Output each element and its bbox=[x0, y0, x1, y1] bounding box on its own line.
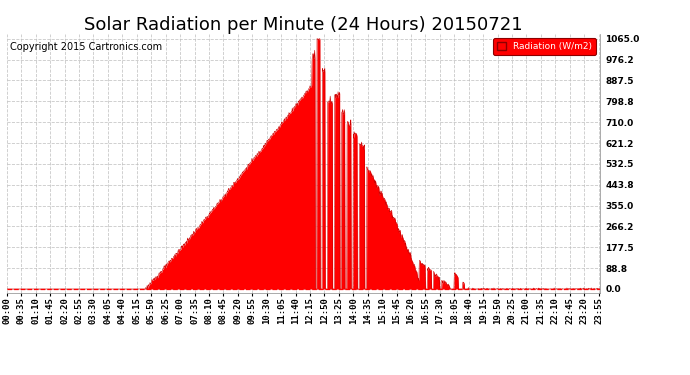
Legend: Radiation (W/m2): Radiation (W/m2) bbox=[493, 38, 595, 55]
Title: Solar Radiation per Minute (24 Hours) 20150721: Solar Radiation per Minute (24 Hours) 20… bbox=[84, 16, 523, 34]
Text: Copyright 2015 Cartronics.com: Copyright 2015 Cartronics.com bbox=[10, 42, 162, 51]
